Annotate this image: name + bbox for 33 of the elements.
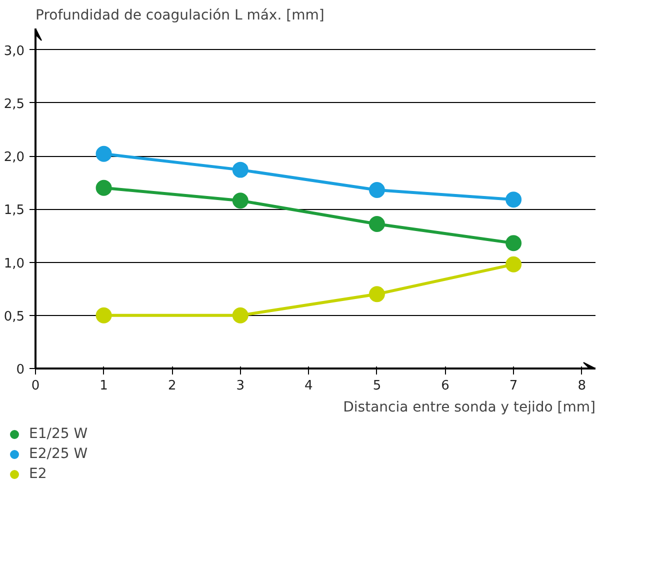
y-tick-label: 0 [16,362,25,378]
x-tick-label: 6 [441,378,450,394]
y-tick-label: 2,0 [4,150,25,165]
point [368,286,385,302]
x-tick-label: 3 [236,378,245,394]
x-tick-label: 0 [31,378,40,394]
legend-label: E2/25 W [29,446,88,462]
point [368,216,385,232]
point [232,307,248,324]
legend-label: E2 [29,466,48,482]
point [506,256,522,272]
point [506,235,522,252]
x-tick-label: 4 [304,378,313,394]
y-tick-label: 1,0 [4,256,25,272]
legend-label: E1/25 W [29,426,88,442]
point [232,192,248,209]
y-tick-label: 2,5 [4,96,25,112]
x-axis-title: Distancia entre sonda y tejido [mm] [343,400,596,416]
x-tick-label: 1 [100,378,108,394]
y-tick-label: 1,5 [4,203,25,218]
x-tick-label: 8 [578,378,586,394]
point [96,180,112,196]
point [368,182,385,198]
x-tick-label: 5 [372,378,382,394]
point [96,146,112,162]
y-tick-label: 0,5 [4,309,25,324]
point [232,162,248,178]
y-axis-title: Profundidad de coagulación L máx. [mm] [36,8,324,24]
y-tick-label: 3,0 [4,44,25,59]
point [506,192,522,208]
x-tick-label: 7 [509,378,518,394]
x-tick-label: 2 [168,378,176,394]
point [96,307,112,324]
